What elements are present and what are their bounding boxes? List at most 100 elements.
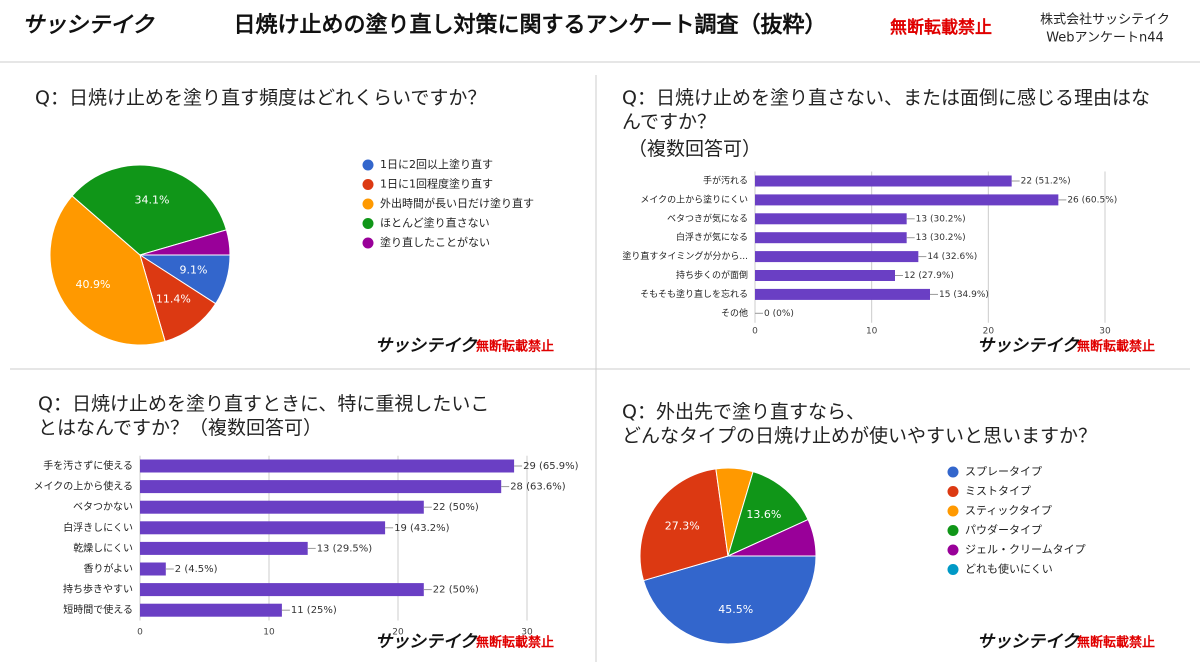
x-tick-label: 20 [983,327,995,337]
value-label: 22 (50%) [433,502,479,513]
x-tick-label: 30 [1099,327,1111,337]
watermark-notice: 無断転載禁止 [476,635,554,651]
pie-slice [727,518,817,557]
bar [140,583,424,597]
legend-marker [362,198,374,210]
bar [140,521,386,535]
value-label: 0 (0%) [764,309,794,319]
value-label: 14 (32.6%) [927,252,977,262]
question: Q：日焼け止めを塗り直すときに、特に重視したいことはなんですか？（複数回答可） [38,393,490,439]
watermark-logo: サッシテイク [375,632,478,652]
legend-marker [362,218,374,229]
pie-slice [71,164,228,256]
legend-label: ほとんど塗り直さない [380,216,490,230]
x-tick-label: 0 [137,628,143,638]
slice-label: 34.1% [135,194,170,207]
bar [140,541,308,555]
legend-label: 1日に2回以上塗り直す [380,157,493,171]
bar [140,500,424,514]
value-label: 11 (25%) [291,605,337,616]
watermark-notice: 無断転載禁止 [476,339,554,355]
legend-marker [947,466,959,478]
legend-label: ミストタイプ [965,485,1031,498]
value-label: 13 (30.2%) [916,233,966,243]
value-label: 13 (30.2%) [916,214,966,224]
category-label: そもそも塗り直しを忘れる [640,288,748,300]
watermark-logo: サッシテイク [977,336,1080,356]
bar [755,194,1059,206]
pie-slice [642,555,817,645]
bar [755,232,907,244]
category-label: 白浮きしにくい [63,521,133,534]
legend-label: スプレータイプ [965,465,1042,478]
page-title: 日焼け止めの塗り直し対策に関するアンケート調査（抜粋） [233,12,826,38]
survey-info: Webアンケートn44 [1046,31,1164,46]
legend-label: 1日に1回程度塗り直す [380,177,493,191]
question: Q：日焼け止めを塗り直さない、または面倒に感じる理由はなんですか？ [622,87,1150,133]
slice-label: 45.5% [718,603,753,616]
slice-label: 11.4% [156,293,191,306]
x-tick-label: 0 [752,327,758,337]
company: 株式会社サッシテイク [1040,12,1170,28]
category-label: 白浮きが気になる [676,231,748,243]
bar [755,213,907,225]
pie-slice [139,229,231,256]
legend-marker [947,564,959,575]
category-label: メイクの上から塗りにくい [640,193,748,205]
legend-marker [947,544,959,556]
value-label: 26 (60.5%) [1067,195,1117,205]
legend-marker [362,179,374,190]
legend-label: パウダータイプ [965,523,1042,537]
watermark-logo: サッシテイク [375,336,478,356]
category-label: メイクの上から使える [34,480,134,493]
value-label: 13 (29.5%) [317,543,373,554]
legend-label: どれも使いにくい [965,563,1053,576]
slice-label: 13.6% [746,508,781,521]
category-label: 乾燥しにくい [73,541,133,554]
watermark-logo: サッシテイク [977,632,1080,652]
bar [755,251,919,263]
category-label: 持ち歩きやすい [63,583,133,596]
bar [140,480,502,494]
category-label: 手が汚れる [703,175,748,187]
notice: 無断転載禁止 [890,17,992,38]
legend-marker [947,486,959,497]
value-label: 2 (4.5%) [175,564,218,575]
legend-label: スティックタイプ [965,504,1052,517]
x-tick-label: 20 [392,628,404,638]
x-tick-label: 10 [866,327,878,337]
category-label: 香りがよい [84,562,134,575]
legend-label: 塗り直したことがない [380,235,490,249]
bar [140,562,166,576]
legend-label: ジェル・クリームタイプ [965,543,1086,556]
category-label: その他 [721,307,748,319]
legend-marker [947,525,959,536]
value-label: 12 (27.9%) [904,271,954,281]
category-label: ベタつきが気になる [667,212,748,224]
watermark-notice: 無断転載禁止 [1077,339,1155,355]
question: Q：外出先で塗り直すなら、 どんなタイプの日焼け止めが使いやすいと思いますか？ [622,401,1098,447]
legend-marker [947,505,959,517]
legend-marker [362,159,374,171]
category-label: 塗り直すタイミングが分から... [622,250,748,262]
pie-slice [727,471,809,557]
legend-label: 外出時間が長い日だけ塗り直す [380,196,534,210]
category-label: 短時間で使える [63,603,133,616]
slice-label: 40.9% [76,278,111,291]
logo: サッシテイク [22,13,156,38]
pie-slice [49,195,166,346]
value-label: 15 (34.9%) [939,290,989,300]
bar [755,288,930,300]
category-label: 手を汚さずに使える [43,459,133,472]
bar [755,270,895,281]
bar [755,175,1012,187]
value-label: 22 (51.2%) [1021,177,1071,187]
pie-slice [639,468,729,582]
slice-label: 9.1% [180,264,208,277]
x-tick-label: 10 [263,628,275,638]
value-label: 28 (63.6%) [510,482,566,493]
question: Q：日焼け止めを塗り直す頻度はどれくらいですか？ [35,87,487,109]
watermark-notice: 無断転載禁止 [1077,635,1155,651]
